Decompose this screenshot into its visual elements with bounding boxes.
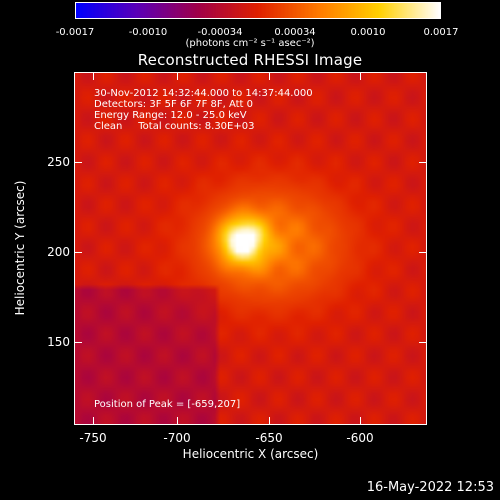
- colorbar-tick-label: -0.00034: [197, 27, 243, 38]
- detectors-text: Detectors: 3F 5F 6F 7F 8F, Att 0: [94, 99, 254, 110]
- reconstructed-image: [75, 73, 426, 424]
- tick-mark: [93, 417, 94, 424]
- x-tick-label: -600: [346, 431, 374, 445]
- x-axis-label: Heliocentric X (arcsec): [182, 447, 319, 461]
- colorbar-tick-label: 0.0017: [423, 27, 459, 38]
- clean-counts-text: Clean Total counts: 8.30E+03: [94, 121, 255, 132]
- time-range-text: 30-Nov-2012 14:32:44.000 to 14:37:44.000: [94, 88, 313, 99]
- x-tick-label: -750: [79, 431, 107, 445]
- colorbar: [75, 2, 441, 19]
- tick-mark: [93, 73, 94, 80]
- colorbar-tick-label: 0.0010: [350, 27, 386, 38]
- tick-mark: [75, 342, 82, 343]
- plot-title: Reconstructed RHESSI Image: [137, 51, 363, 69]
- y-axis-label: Heliocentric Y (arcsec): [13, 180, 27, 316]
- colorbar-units: (photons cm⁻² s⁻¹ asec⁻²): [185, 38, 315, 49]
- tick-mark: [75, 162, 82, 163]
- peak-position-text: Position of Peak = [-659,207]: [94, 399, 241, 410]
- y-tick-label: 150: [47, 335, 70, 349]
- rhessi-image-plot: [74, 72, 427, 425]
- tick-mark: [360, 73, 361, 80]
- tick-mark: [177, 417, 178, 424]
- render-timestamp: 16-May-2022 12:53: [366, 480, 494, 495]
- tick-mark: [419, 252, 426, 253]
- y-tick-label: 250: [47, 155, 70, 169]
- colorbar-tick-label: -0.0017: [55, 27, 95, 38]
- colorbar-tick-label: -0.0010: [128, 27, 168, 38]
- y-tick-label: 200: [47, 245, 70, 259]
- colorbar-gradient: [76, 3, 440, 18]
- colorbar-tick-label: 0.00034: [274, 27, 316, 38]
- tick-mark: [177, 73, 178, 80]
- tick-mark: [75, 252, 82, 253]
- x-tick-label: -700: [163, 431, 191, 445]
- tick-mark: [269, 73, 270, 80]
- tick-mark: [269, 417, 270, 424]
- tick-mark: [419, 342, 426, 343]
- tick-mark: [360, 417, 361, 424]
- energy-range-text: Energy Range: 12.0 - 25.0 keV: [94, 110, 247, 121]
- x-tick-label: -650: [255, 431, 283, 445]
- tick-mark: [419, 162, 426, 163]
